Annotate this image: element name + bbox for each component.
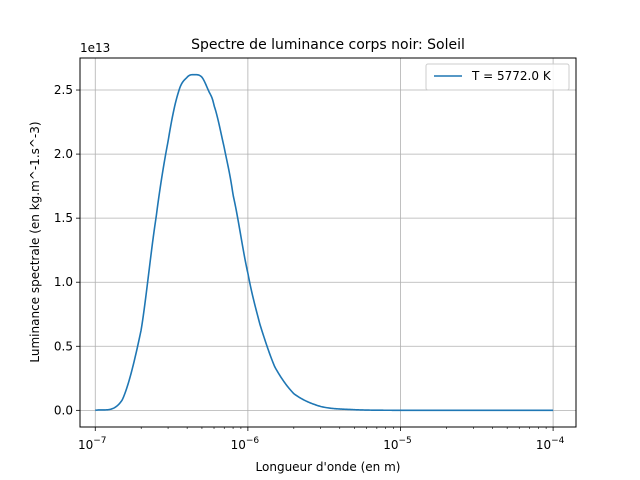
chart-title: Spectre de luminance corps noir: Soleil <box>191 37 465 53</box>
x-axis-label: Longueur d'onde (en m) <box>256 460 401 474</box>
x-tick-label: 10−4 <box>536 436 565 452</box>
y-tick-label: 1.0 <box>54 275 73 289</box>
legend: T = 5772.0 K <box>425 63 570 91</box>
y-tick-label: 0.0 <box>54 403 73 417</box>
y-axis-label: Luminance spectrale (en kg.m^-1.s^-3) <box>28 121 42 362</box>
grid <box>80 58 576 427</box>
legend-label: T = 5772.0 K <box>471 69 552 83</box>
y-tick-label: 1.5 <box>54 211 73 225</box>
y-tick-label: 2.5 <box>54 83 73 97</box>
y-tick-label: 0.5 <box>54 339 73 353</box>
y-tick-label: 2.0 <box>54 147 73 161</box>
x-tick-label: 10−6 <box>231 436 260 452</box>
series-layer <box>95 73 554 412</box>
legend-box <box>425 63 570 91</box>
y-multiplier: 1e13 <box>80 41 110 55</box>
x-tick-label: 10−5 <box>383 436 412 452</box>
plot-frame <box>79 57 577 428</box>
x-tick-label: 10−7 <box>78 436 107 452</box>
series-line <box>95 73 554 412</box>
ticks: 10−7 10−6 10−5 10−4 0.0 0.5 1.0 1.5 2.0 2.5 <box>54 83 565 452</box>
